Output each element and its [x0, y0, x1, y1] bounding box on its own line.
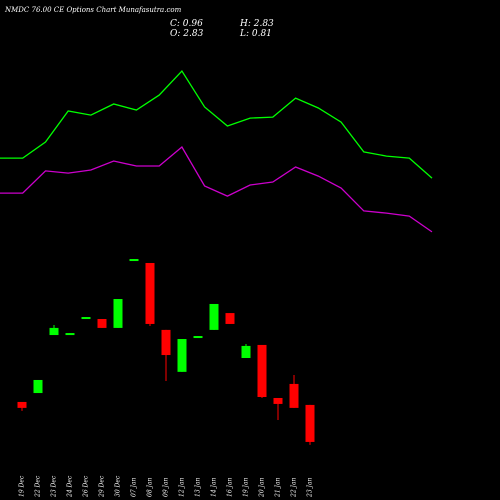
candle-body [177, 339, 187, 372]
candle-body [145, 262, 155, 324]
x-tick-label: 23 Dec [51, 475, 58, 498]
candle-body [65, 333, 75, 336]
candle-body [33, 379, 43, 394]
x-tick-label: 14 Jan [211, 477, 218, 497]
x-tick-label: 23 Jan [307, 477, 314, 498]
x-tick-label: 09 Jan [163, 477, 170, 497]
candle-body [225, 313, 235, 324]
x-tick-label: 19 Dec [19, 475, 26, 497]
candle-body [193, 336, 203, 339]
candle-body [49, 327, 59, 336]
ohlc-label: O: 2.83 [170, 29, 204, 39]
candle-body [17, 401, 27, 408]
indicator-line [0, 69, 433, 179]
x-tick-label: 21 Jan [275, 477, 282, 498]
x-tick-label: 13 Jan [195, 477, 202, 497]
x-tick-label: 07 Jan [131, 477, 138, 497]
candle-body [273, 397, 283, 404]
x-tick-label: 20 Jan [259, 477, 266, 498]
x-tick-label: 08 Jan [147, 477, 154, 497]
candle-body [81, 317, 91, 320]
candle-body [129, 259, 139, 262]
indicator-line [0, 146, 433, 233]
x-tick-label: 12 Jan [179, 477, 186, 497]
candle-body [305, 404, 315, 442]
chart-title: NMDC 76.00 CE Options Chart Munafasutra.… [4, 6, 182, 14]
ohlc-label: L: 0.81 [239, 29, 272, 39]
ohlc-label: H: 2.83 [239, 19, 274, 29]
x-tick-label: 22 Jan [291, 477, 298, 498]
x-tick-label: 16 Jan [227, 477, 234, 497]
x-tick-label: 22 Dec [35, 475, 42, 498]
x-tick-label: 19 Jan [243, 477, 250, 497]
x-tick-label: 24 Dec [67, 475, 74, 498]
candle-body [97, 319, 107, 328]
candle-body [241, 345, 251, 359]
x-tick-label: 30 Dec [115, 475, 122, 497]
candle-body [161, 329, 171, 356]
x-tick-label: 29 Dec [99, 475, 106, 498]
candle-body [113, 299, 123, 328]
x-tick-label: 26 Dec [83, 475, 90, 498]
candle-body [289, 383, 299, 408]
candle-body [209, 303, 219, 330]
ohlc-label: C: 0.96 [170, 19, 203, 29]
candle-body [257, 344, 267, 398]
